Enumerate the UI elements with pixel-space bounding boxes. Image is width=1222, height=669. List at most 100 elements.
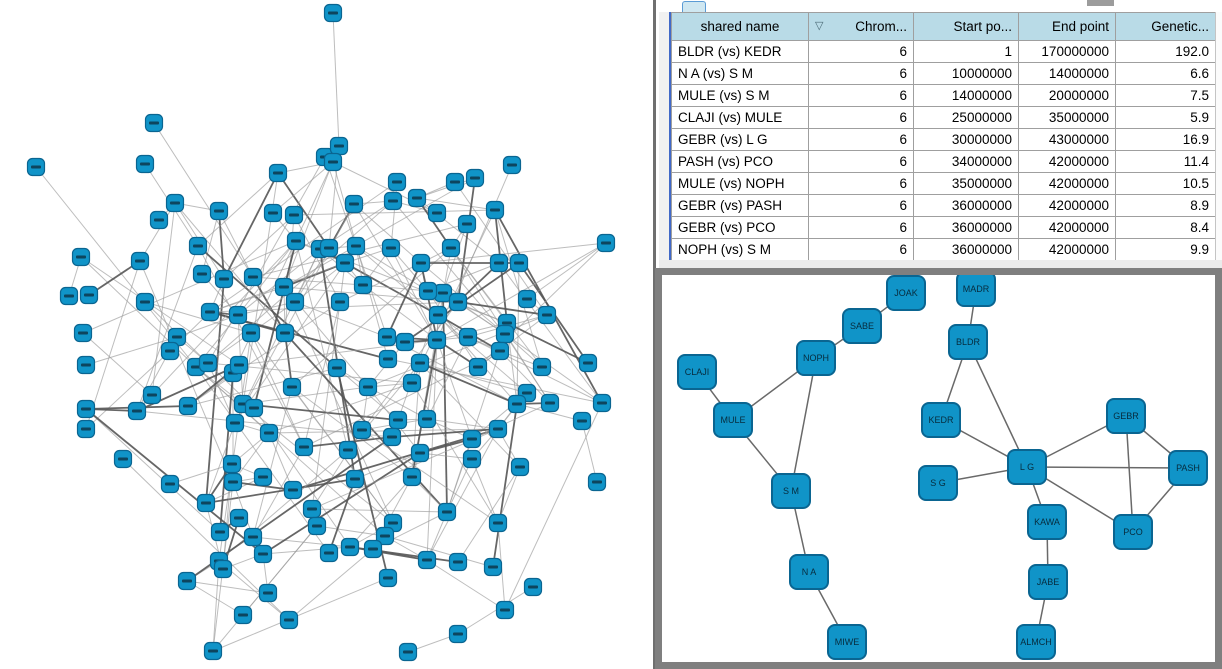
graph-node[interactable] [241,323,261,343]
graph-node[interactable] [243,527,263,547]
graph-edge[interactable] [354,452,421,480]
table-cell[interactable]: 11.4 [1115,150,1216,173]
graph-edge[interactable] [186,580,244,616]
table-row[interactable]: NOPH (vs) S M 6 36000000 42000000 9.9 [671,238,1216,261]
table-cell[interactable]: BLDR (vs) KEDR [671,40,809,63]
table-cell[interactable]: 42000000 [1018,238,1116,261]
graph-edge[interactable] [426,428,499,561]
graph-node[interactable] [427,330,447,350]
graph-edge[interactable] [205,422,236,504]
graph-node[interactable] [113,449,133,469]
graph-node[interactable] [340,537,360,557]
graph-node[interactable] [445,172,465,192]
graph-node[interactable] [279,610,299,630]
graph-edge[interactable] [207,200,394,364]
filter-icon[interactable]: ▽ [815,20,824,32]
table-cell[interactable]: 14000000 [1018,62,1116,85]
graph-edge[interactable] [252,386,293,538]
graph-edge[interactable] [223,214,295,280]
graph-edge[interactable] [427,290,479,368]
graph-node[interactable] [285,292,305,312]
graph-edge[interactable] [411,382,499,524]
graph-node[interactable] [307,516,327,536]
table-cell[interactable]: 42000000 [1018,194,1116,217]
graph-node[interactable] [274,277,294,297]
graph-node[interactable]: PCO [1113,514,1153,550]
graph-node[interactable] [149,210,169,230]
graph-node[interactable] [259,423,279,443]
graph-node[interactable] [229,508,249,528]
table-cell[interactable]: 5.9 [1115,106,1216,129]
graph-edge[interactable] [506,322,589,364]
graph-node[interactable] [402,373,422,393]
graph-node[interactable] [490,341,510,361]
graph-node[interactable] [489,253,509,273]
graph-node[interactable] [225,413,245,433]
column-header-start[interactable]: Start po... [913,12,1019,41]
graph-edge[interactable] [169,463,233,485]
graph-node[interactable]: PASH [1168,450,1208,486]
graph-node[interactable] [244,398,264,418]
graph-edge[interactable] [367,386,428,420]
graph-edge[interactable] [416,197,496,211]
graph-edge[interactable] [268,382,413,434]
graph-edge[interactable] [362,284,438,341]
graph-node[interactable] [507,394,527,414]
graph-node[interactable] [353,275,373,295]
table-cell[interactable]: 30000000 [913,128,1019,151]
graph-node[interactable] [127,401,147,421]
graph-edge[interactable] [328,478,356,554]
graph-edge[interactable] [420,262,438,341]
graph-node[interactable] [495,324,515,344]
table-cell[interactable]: 6 [808,172,914,195]
graph-node[interactable] [228,305,248,325]
graph-node[interactable] [572,411,592,431]
graph-node[interactable] [427,203,447,223]
graph-edge[interactable] [492,403,518,568]
graph-node[interactable] [502,155,522,175]
graph-node[interactable] [196,493,216,513]
table-cell[interactable]: GEBR (vs) PASH [671,194,809,217]
table-cell[interactable]: 6 [808,194,914,217]
graph-edge[interactable] [790,357,817,492]
graph-edge[interactable] [186,580,269,594]
graph-node[interactable] [275,323,295,343]
graph-node[interactable] [462,449,482,469]
graph-edge[interactable] [144,301,252,334]
graph-edge[interactable] [442,292,448,513]
column-header-shared-name[interactable]: shared name [671,12,809,41]
graph-node[interactable] [437,502,457,522]
graph-edge[interactable] [283,286,394,524]
graph-edge[interactable] [82,332,153,396]
table-cell[interactable]: 14000000 [913,84,1019,107]
table-cell[interactable]: 25000000 [913,106,1019,129]
table-cell[interactable]: 6.6 [1115,62,1216,85]
graph-node[interactable]: ALMCH [1016,624,1056,660]
graph-edge[interactable] [85,336,178,366]
graph-node[interactable] [488,419,508,439]
graph-node[interactable]: JABE [1028,564,1068,600]
graph-node[interactable] [375,526,395,546]
graph-edge[interactable] [526,242,607,300]
graph-edge[interactable] [293,214,341,303]
graph-node[interactable] [592,393,612,413]
graph-node[interactable] [457,214,477,234]
table-cell[interactable]: PASH (vs) PCO [671,150,809,173]
graph-edge[interactable] [272,161,334,214]
table-cell[interactable]: 6 [808,238,914,261]
table-row[interactable]: CLAJI (vs) MULE 6 25000000 35000000 5.9 [671,106,1216,129]
graph-node[interactable] [448,552,468,572]
graph-edge[interactable] [195,366,386,537]
column-header-chromosome[interactable]: ▽ Chrom... [808,12,914,41]
graph-node[interactable] [165,193,185,213]
graph-node[interactable] [160,341,180,361]
table-cell[interactable]: 6 [808,84,914,107]
graph-node[interactable]: MADR [956,275,996,307]
graph-node[interactable] [346,236,366,256]
graph-node[interactable]: GEBR [1106,398,1146,434]
graph-edge[interactable] [516,403,583,422]
graph-node[interactable]: MULE [713,402,753,438]
graph-node[interactable] [160,474,180,494]
table-cell[interactable]: 8.9 [1115,194,1216,217]
table-cell[interactable]: 6 [808,128,914,151]
